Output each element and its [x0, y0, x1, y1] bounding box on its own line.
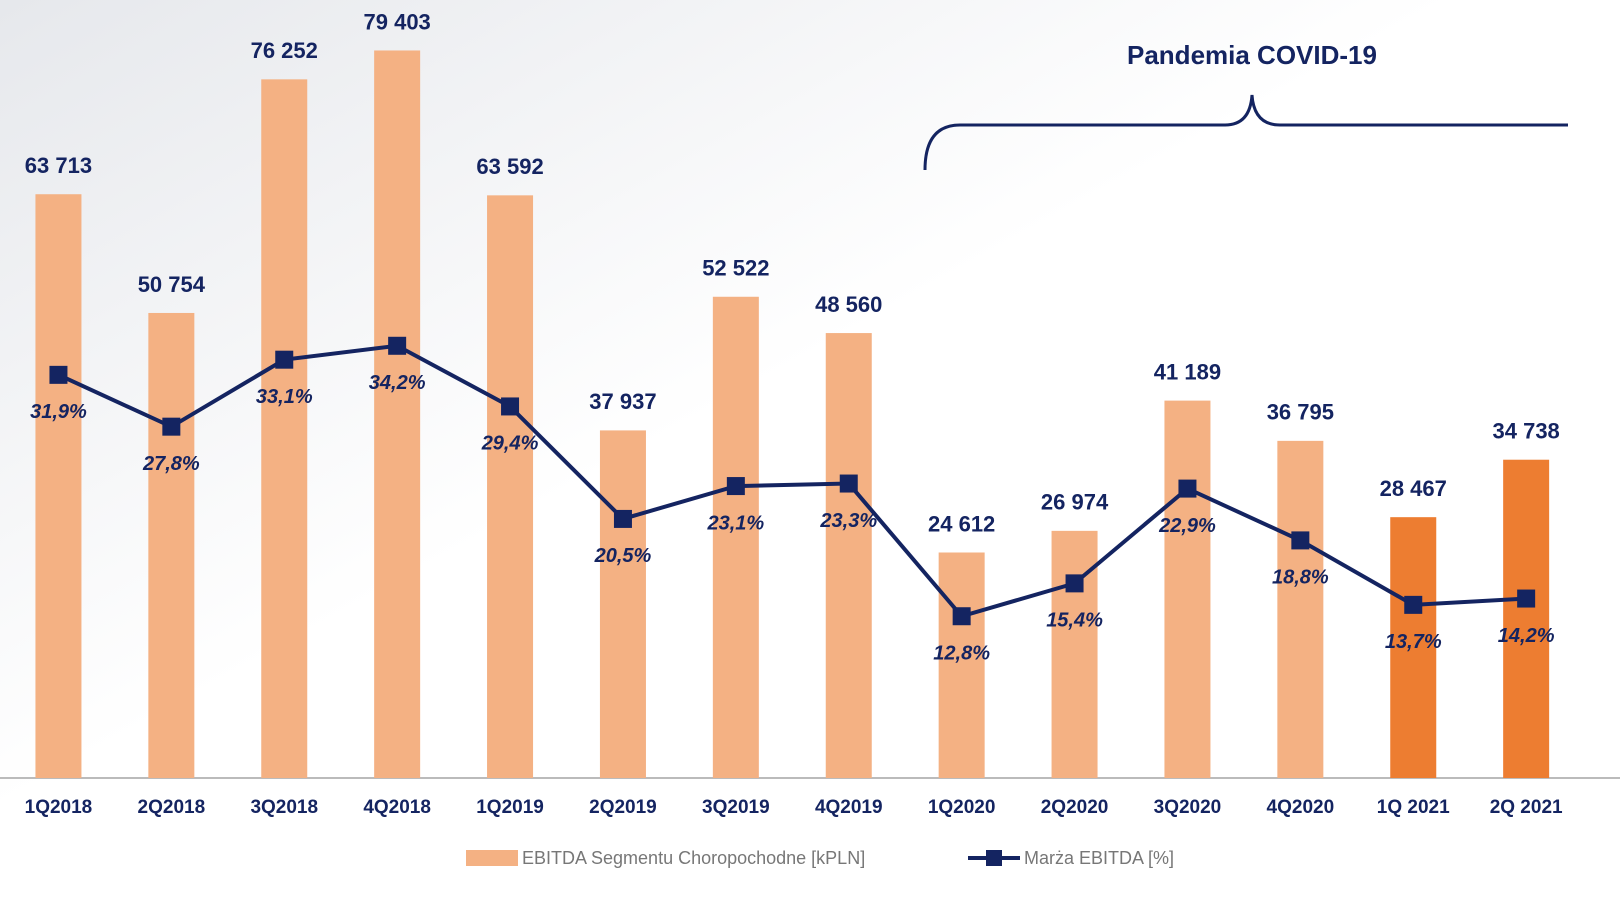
line-label: 13,7%	[1385, 631, 1442, 653]
line-label: 23,1%	[706, 512, 764, 534]
x-tick-label: 4Q2019	[815, 797, 883, 818]
legend-label: EBITDA Segmentu Choropochodne [kPLN]	[522, 848, 865, 868]
line-label: 22,9%	[1158, 515, 1216, 537]
line-label: 31,9%	[30, 401, 87, 423]
bar-label: 79 403	[364, 9, 431, 34]
marker	[501, 397, 520, 416]
marker	[49, 365, 68, 384]
bar	[1164, 400, 1211, 778]
x-tick-label: 2Q2019	[589, 797, 657, 818]
line-label: 14,2%	[1498, 625, 1555, 647]
legend-label: Marża EBITDA [%]	[1024, 848, 1174, 868]
bar-label: 36 795	[1267, 400, 1334, 425]
bar	[1503, 459, 1550, 778]
brace	[923, 94, 1568, 171]
bar-label: 41 189	[1154, 359, 1221, 384]
bar-label: 63 592	[476, 154, 543, 179]
bar	[261, 79, 308, 778]
marker	[1065, 574, 1084, 593]
bar	[148, 312, 195, 778]
x-tick-label: 4Q2018	[363, 797, 431, 818]
x-tick-label: 2Q2018	[138, 797, 206, 818]
bar	[599, 430, 646, 778]
bar-label: 28 467	[1380, 476, 1447, 501]
bar	[712, 296, 759, 778]
bar-label: 76 252	[251, 38, 318, 63]
x-tick-label: 2Q2020	[1041, 797, 1109, 818]
x-tick-label: 1Q 2021	[1377, 797, 1450, 818]
annotation: Pandemia COVID-19	[1127, 40, 1377, 70]
marker	[613, 509, 632, 528]
marker	[388, 336, 407, 355]
bar-label: 37 937	[589, 389, 656, 414]
marker	[952, 607, 971, 626]
bar	[1277, 440, 1324, 778]
line-label: 29,4%	[481, 433, 539, 455]
x-tick-label: 1Q2020	[928, 797, 996, 818]
marker	[839, 474, 858, 493]
bar	[374, 50, 421, 778]
x-tick-label: 4Q2020	[1267, 797, 1335, 818]
x-tick-label: 3Q2019	[702, 797, 770, 818]
bar-label: 48 560	[815, 292, 882, 317]
line-label: 27,8%	[142, 453, 200, 475]
bar	[487, 195, 534, 778]
bar	[825, 333, 872, 778]
line-label: 12,8%	[933, 643, 990, 665]
x-tick-label: 3Q2018	[250, 797, 318, 818]
marker	[1404, 595, 1423, 614]
line-label: 33,1%	[256, 386, 313, 408]
marker	[275, 350, 294, 369]
bar-label: 63 713	[25, 153, 92, 178]
marker	[726, 477, 745, 496]
x-tick-label: 1Q2019	[476, 797, 544, 818]
marker	[162, 417, 181, 436]
line-label: 20,5%	[594, 545, 652, 567]
bar	[35, 194, 82, 779]
legend-swatch	[466, 850, 518, 866]
bar-label: 52 522	[702, 256, 769, 281]
marker	[1291, 531, 1310, 550]
bar	[938, 552, 985, 778]
x-tick-label: 1Q2018	[25, 797, 93, 818]
bar-label: 26 974	[1041, 490, 1109, 515]
x-tick-label: 3Q2020	[1154, 797, 1222, 818]
bar	[1390, 517, 1437, 778]
bar-label: 24 612	[928, 511, 995, 536]
bar-label: 34 738	[1493, 419, 1560, 444]
line	[57, 343, 1527, 619]
legend-swatch	[986, 850, 1002, 866]
marker	[1517, 589, 1536, 608]
line-label: 23,3%	[819, 510, 877, 532]
bar-label: 50 754	[138, 272, 206, 297]
x-tick-label: 2Q 2021	[1490, 797, 1563, 818]
line-label: 18,8%	[1272, 567, 1329, 589]
marker	[1178, 479, 1197, 498]
line-label: 34,2%	[369, 372, 426, 394]
line-label: 15,4%	[1046, 610, 1103, 632]
